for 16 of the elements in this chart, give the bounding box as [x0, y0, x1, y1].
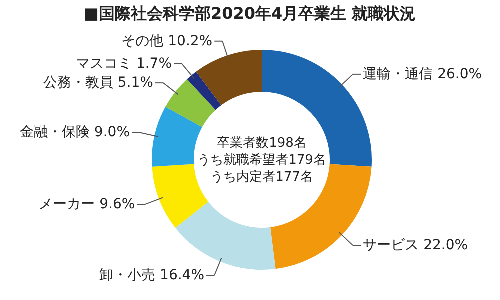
- slice-label: 運輸・通信 26.0%: [363, 66, 482, 82]
- slice-label: その他 10.2%: [122, 33, 213, 50]
- chart-title: ■国際社会科学部2020年4月卒業生 就職状況: [84, 4, 416, 23]
- text: 卒業者数198名: [217, 136, 307, 151]
- donut-slice: [196, 50, 262, 106]
- slice-label: 公務・教員 5.1%: [43, 75, 154, 92]
- text: うち就職希望者179名: [198, 153, 326, 168]
- slice-label: マスコミ 1.7%: [76, 56, 172, 72]
- donut-slice: [166, 79, 216, 128]
- text: うち内定者177名: [210, 170, 314, 185]
- slice-label: 金融・保険 9.0%: [20, 124, 130, 141]
- donut-slice: [176, 202, 276, 270]
- slice-label: サービス 22.0%: [363, 238, 468, 254]
- slice-label: メーカー 9.6%: [39, 196, 136, 213]
- donut-slice: [187, 72, 222, 110]
- slice-label: 卸・小売 16.4%: [100, 268, 205, 284]
